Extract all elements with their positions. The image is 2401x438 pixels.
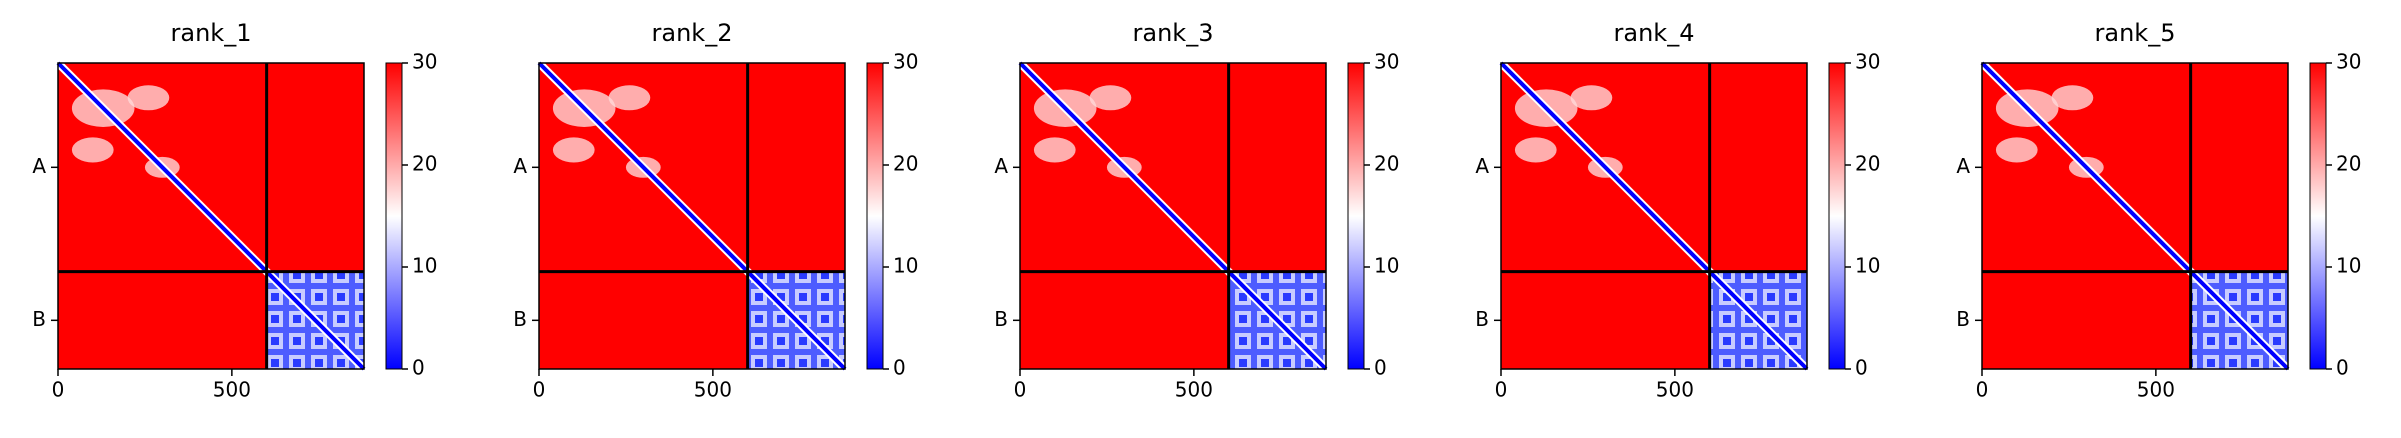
y-tick-label: A (32, 154, 46, 178)
plot-frame (1019, 62, 1327, 370)
colorbar-tick-label: 30 (412, 50, 437, 74)
x-tick-label: 500 (213, 378, 251, 402)
colorbar-tick-label: 10 (412, 254, 437, 278)
colorbar-tick-label: 0 (1855, 356, 1868, 380)
x-tick-label: 0 (52, 378, 65, 402)
x-tick-label: 500 (1656, 378, 1694, 402)
chart-title: rank_3 (1133, 19, 1214, 47)
y-tick-label: A (1956, 154, 1970, 178)
panel: rank_3 0 500 A B 0 10 20 30 (994, 19, 1399, 402)
heatmap-diagonal (1499, 61, 1809, 371)
plot-frame (1500, 62, 1808, 370)
plot-frame (1981, 62, 2289, 370)
panel: rank_1 0 500 A B 0 10 20 30 (32, 19, 437, 402)
colorbar-tick-label: 20 (1374, 152, 1399, 176)
colorbar-tick-label: 10 (1855, 254, 1880, 278)
heatmap-cells (127, 85, 170, 111)
colorbar (866, 62, 884, 370)
colorbar-tick-label: 0 (1374, 356, 1387, 380)
colorbar-tick-label: 30 (893, 50, 918, 74)
heatmap-cells (1995, 137, 2038, 163)
heatmap-cells (1033, 137, 1076, 163)
chart-title: rank_2 (652, 19, 733, 47)
plot-frame (538, 62, 846, 370)
x-tick-label: 0 (1495, 378, 1508, 402)
y-tick-label: B (32, 307, 46, 331)
heatmap-diagonal (56, 61, 366, 371)
colorbar-tick-label: 20 (1855, 152, 1880, 176)
x-tick-label: 500 (694, 378, 732, 402)
colorbar (2309, 62, 2327, 370)
heatmap-cells (608, 85, 651, 111)
heatmap-cells (1514, 137, 1557, 163)
heatmap-diagonal (1980, 61, 2290, 371)
y-tick-label: B (513, 307, 527, 331)
x-tick-label: 500 (1175, 378, 1213, 402)
colorbar (385, 62, 403, 370)
colorbar (1347, 62, 1365, 370)
heatmap-cells (71, 137, 114, 163)
heatmap-cells (552, 137, 595, 163)
chart-title: rank_1 (171, 19, 252, 47)
colorbar-tick-label: 20 (893, 152, 918, 176)
colorbar-tick-label: 20 (412, 152, 437, 176)
colorbar-tick-label: 0 (2336, 356, 2349, 380)
colorbar-tick-label: 20 (2336, 152, 2361, 176)
colorbar-tick-label: 10 (2336, 254, 2361, 278)
y-tick-label: A (994, 154, 1008, 178)
y-tick-label: A (513, 154, 527, 178)
heatmap-diagonal (1018, 61, 1328, 371)
colorbar-tick-label: 30 (1374, 50, 1399, 74)
x-tick-label: 0 (533, 378, 546, 402)
colorbar-tick-label: 0 (412, 356, 425, 380)
x-tick-label: 500 (2137, 378, 2175, 402)
panel: rank_2 0 500 A B 0 10 20 30 (513, 19, 918, 402)
y-tick-label: B (1475, 307, 1489, 331)
heatmap-cells (1570, 85, 1613, 111)
y-tick-label: B (994, 307, 1008, 331)
colorbar-tick-label: 0 (893, 356, 906, 380)
chart-title: rank_5 (2095, 19, 2176, 47)
colorbar-tick-label: 30 (1855, 50, 1880, 74)
colorbar-tick-label: 30 (2336, 50, 2361, 74)
heatmap-cells (2051, 85, 2094, 111)
colorbar-tick-label: 10 (1374, 254, 1399, 278)
y-tick-label: B (1956, 307, 1970, 331)
y-tick-label: A (1475, 154, 1489, 178)
chart-title: rank_4 (1614, 19, 1695, 47)
x-tick-label: 0 (1976, 378, 1989, 402)
heatmap-diagonal (537, 61, 847, 371)
colorbar-tick-label: 10 (893, 254, 918, 278)
x-tick-label: 0 (1014, 378, 1027, 402)
plot-frame (57, 62, 365, 370)
panel: rank_4 0 500 A B 0 10 20 30 (1475, 19, 1880, 402)
heatmap-cells (1089, 85, 1132, 111)
colorbar (1828, 62, 1846, 370)
panel: rank_5 0 500 A B 0 10 20 30 (1956, 19, 2361, 402)
